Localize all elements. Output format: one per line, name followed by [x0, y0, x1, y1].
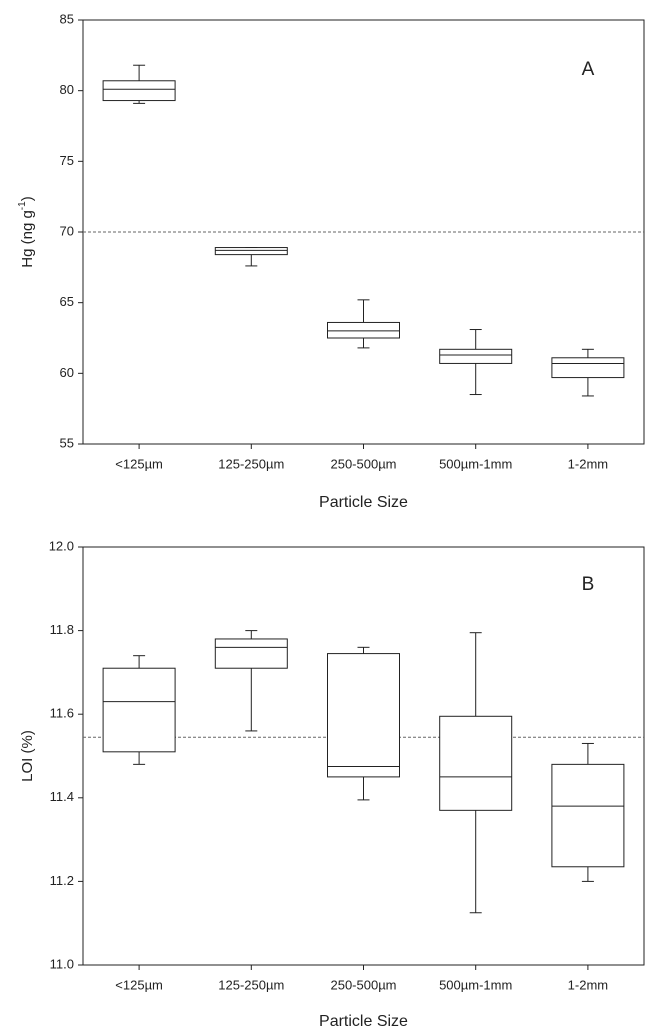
x-tick-label: 1-2mm	[568, 977, 608, 992]
y-axis-label-text: Hg (ng g	[19, 210, 36, 268]
box	[102, 80, 176, 102]
x-tick-label: 1-2mm	[568, 456, 608, 471]
x-tick-label: 250-500µm	[330, 456, 396, 471]
box	[327, 653, 400, 778]
y-tick-label: 55	[60, 435, 74, 450]
y-tick-label: 85	[60, 11, 74, 26]
box	[214, 638, 288, 669]
box	[102, 667, 176, 753]
y-tick-label: 11.6	[50, 706, 74, 721]
x-tick-label: 500µm-1mm	[439, 977, 512, 992]
box	[551, 763, 625, 868]
y-axis-label-end: )	[19, 196, 36, 201]
y-tick-label: 11.0	[50, 956, 74, 971]
x-tick-label: <125µm	[115, 977, 163, 992]
panel-label: A	[582, 59, 595, 80]
y-tick-label: 11.4	[50, 789, 74, 804]
y-tick-label: 70	[60, 223, 74, 238]
y-tick-label: 11.2	[50, 873, 74, 888]
y-axis-label: Hg (ng g-1)	[17, 196, 36, 267]
x-tick-label: 125-250µm	[218, 977, 284, 992]
box	[214, 247, 288, 256]
y-tick-label: 12.0	[49, 538, 74, 553]
box	[327, 321, 400, 339]
box	[551, 357, 625, 379]
y-tick-label: 75	[60, 153, 74, 168]
x-tick-label: 250-500µm	[330, 977, 396, 992]
y-axis-label-sup: -1	[17, 201, 28, 210]
x-tick-label: 125-250µm	[218, 456, 284, 471]
box	[439, 348, 513, 364]
y-axis-label-text: LOI (%)	[19, 730, 36, 782]
y-tick-label: 60	[60, 365, 74, 380]
x-tick-label: 500µm-1mm	[439, 456, 512, 471]
y-tick-label: 11.8	[50, 622, 74, 637]
y-tick-label: 65	[60, 294, 74, 309]
panel-label: B	[582, 574, 595, 595]
x-tick-label: <125µm	[115, 456, 163, 471]
x-axis-label: Particle Size	[319, 494, 408, 511]
y-axis-label: LOI (%)	[19, 730, 36, 782]
box	[439, 715, 513, 811]
y-tick-label: 80	[60, 82, 74, 97]
x-axis-label: Particle Size	[319, 1013, 408, 1030]
